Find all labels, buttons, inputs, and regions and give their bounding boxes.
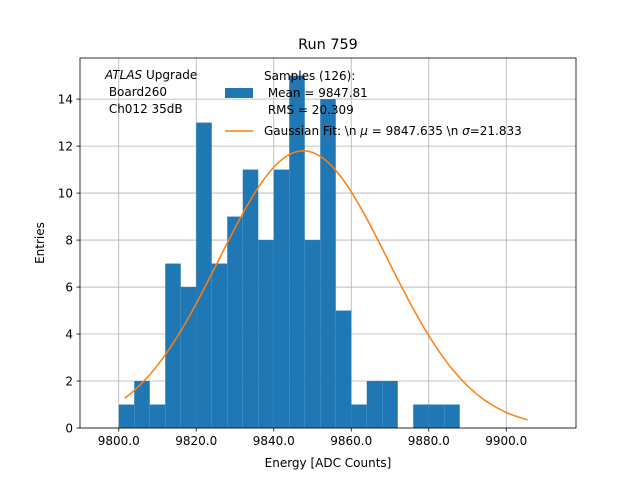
- x-tick-label-4: 9880.0: [408, 434, 450, 448]
- histogram-bar-1: [134, 381, 150, 428]
- y-axis-ticks: 0 2 4 6 8 10 12 14: [58, 93, 80, 436]
- y-tick-label-1: 2: [65, 375, 73, 389]
- histogram-bar-19: [413, 404, 429, 428]
- y-tick-label-4: 8: [65, 234, 73, 248]
- legend-histogram-line-1: Samples (126):: [264, 69, 355, 83]
- legend-fit-part-3: =21.833: [470, 124, 522, 138]
- y-axis-label: Entries: [33, 222, 47, 264]
- legend-fit-part-2: = 9847.635 \n: [368, 124, 462, 138]
- histogram-bar-9: [258, 240, 274, 428]
- histogram-bar-13: [320, 99, 336, 428]
- histogram-bar-8: [242, 169, 259, 429]
- histogram-bar-11: [289, 75, 305, 428]
- x-tick-label-5: 9900.0: [485, 434, 527, 448]
- chart-title: Run 759: [298, 37, 358, 53]
- y-tick-label-6: 12: [58, 140, 73, 154]
- y-tick-label-7: 14: [58, 93, 73, 107]
- histogram-bar-7: [227, 216, 243, 428]
- annotation-line-2: Board260: [105, 85, 167, 99]
- histogram-bar-15: [351, 404, 367, 428]
- histogram-bar-4: [180, 287, 197, 428]
- annotation-atlas: ATLAS: [104, 68, 143, 82]
- histogram-bar-12: [304, 240, 321, 428]
- histogram-bar-21: [444, 404, 460, 428]
- histogram-bar-14: [335, 310, 352, 428]
- legend-fit-sigma: σ: [462, 124, 470, 138]
- plot-frame: [79, 57, 577, 429]
- y-tick-label-0: 0: [65, 422, 73, 436]
- histogram-bar-3: [165, 263, 181, 428]
- histogram-bar-10: [273, 169, 290, 429]
- histogram-bar-20: [428, 404, 445, 428]
- legend: Samples (126): Mean = 9847.81 RMS = 20.3…: [225, 69, 522, 138]
- x-tick-label-3: 9860.0: [330, 434, 372, 448]
- histogram-bar-17: [382, 381, 398, 428]
- x-tick-label-1: 9820.0: [175, 434, 217, 448]
- annotation-line-1: ATLAS Upgrade: [104, 68, 197, 82]
- x-tick-label-2: 9840.0: [253, 434, 295, 448]
- annotation-upgrade: Upgrade: [142, 68, 197, 82]
- atlas-annotation: ATLAS Upgrade Board260 Ch012 35dB: [104, 68, 197, 116]
- legend-histogram-line-2: Mean = 9847.81: [264, 86, 368, 100]
- legend-fit-label: Gaussian Fit: \n μ = 9847.635 \n σ=21.83…: [264, 124, 522, 138]
- x-axis-label: Energy [ADC Counts]: [265, 456, 392, 470]
- y-tick-label-5: 10: [58, 187, 73, 201]
- x-tick-label-0: 9800.0: [98, 434, 140, 448]
- histogram-bar-5: [196, 122, 212, 428]
- legend-histogram-line-3: RMS = 20.309: [264, 103, 354, 117]
- y-tick-label-2: 4: [65, 328, 73, 342]
- histogram-bars: [118, 75, 460, 429]
- histogram-bar-2: [149, 404, 166, 428]
- gaussian-fit-curve: [124, 150, 528, 421]
- histogram-bar-0: [118, 404, 135, 428]
- legend-fit-mu: μ: [359, 124, 368, 138]
- histogram-bar-16: [366, 381, 383, 428]
- y-tick-label-3: 6: [65, 281, 73, 295]
- x-axis-ticks: 9800.0 9820.0 9840.0 9860.0 9880.0 9900.0: [98, 428, 527, 448]
- legend-fit-part-1: Gaussian Fit: \n: [264, 124, 360, 138]
- histogram-bar-6: [211, 263, 228, 428]
- legend-swatch-histogram: [225, 88, 253, 98]
- annotation-line-3: Ch012 35dB: [105, 102, 183, 116]
